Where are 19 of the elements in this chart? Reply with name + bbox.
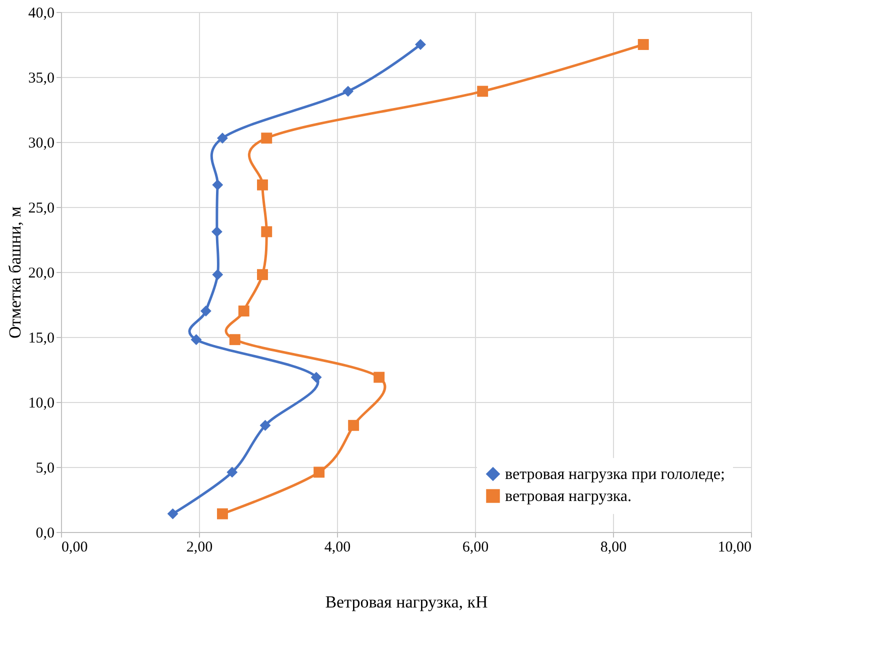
y-tick-label: 0,0 xyxy=(36,526,54,542)
y-tick-label: 30,0 xyxy=(28,136,54,152)
x-tick-label: 8,00 xyxy=(600,540,627,556)
y-tick-label: 35,0 xyxy=(28,70,54,86)
x-tick-label: 0,00 xyxy=(62,540,88,556)
y-tick-label: 20,0 xyxy=(28,266,54,282)
x-axis-title: Ветровая нагрузка, кН xyxy=(325,592,488,612)
y-tick-label: 5,0 xyxy=(36,460,54,476)
legend-label: ветровая нагрузка. xyxy=(505,488,632,505)
x-tick-label: 2,00 xyxy=(186,540,213,556)
x-tick-label: 6,00 xyxy=(462,540,489,556)
x-tick-label: 10,00 xyxy=(718,540,752,556)
y-tick-label: 40,0 xyxy=(28,6,54,22)
x-tick-label: 4,00 xyxy=(324,540,351,556)
legend-label: ветровая нагрузка при гололеде; xyxy=(505,466,725,483)
y-axis-title: Отметка башни, м xyxy=(5,206,24,338)
y-tick-label: 25,0 xyxy=(28,200,54,216)
y-tick-label: 10,0 xyxy=(28,396,54,412)
y-tick-label: 15,0 xyxy=(28,330,54,346)
